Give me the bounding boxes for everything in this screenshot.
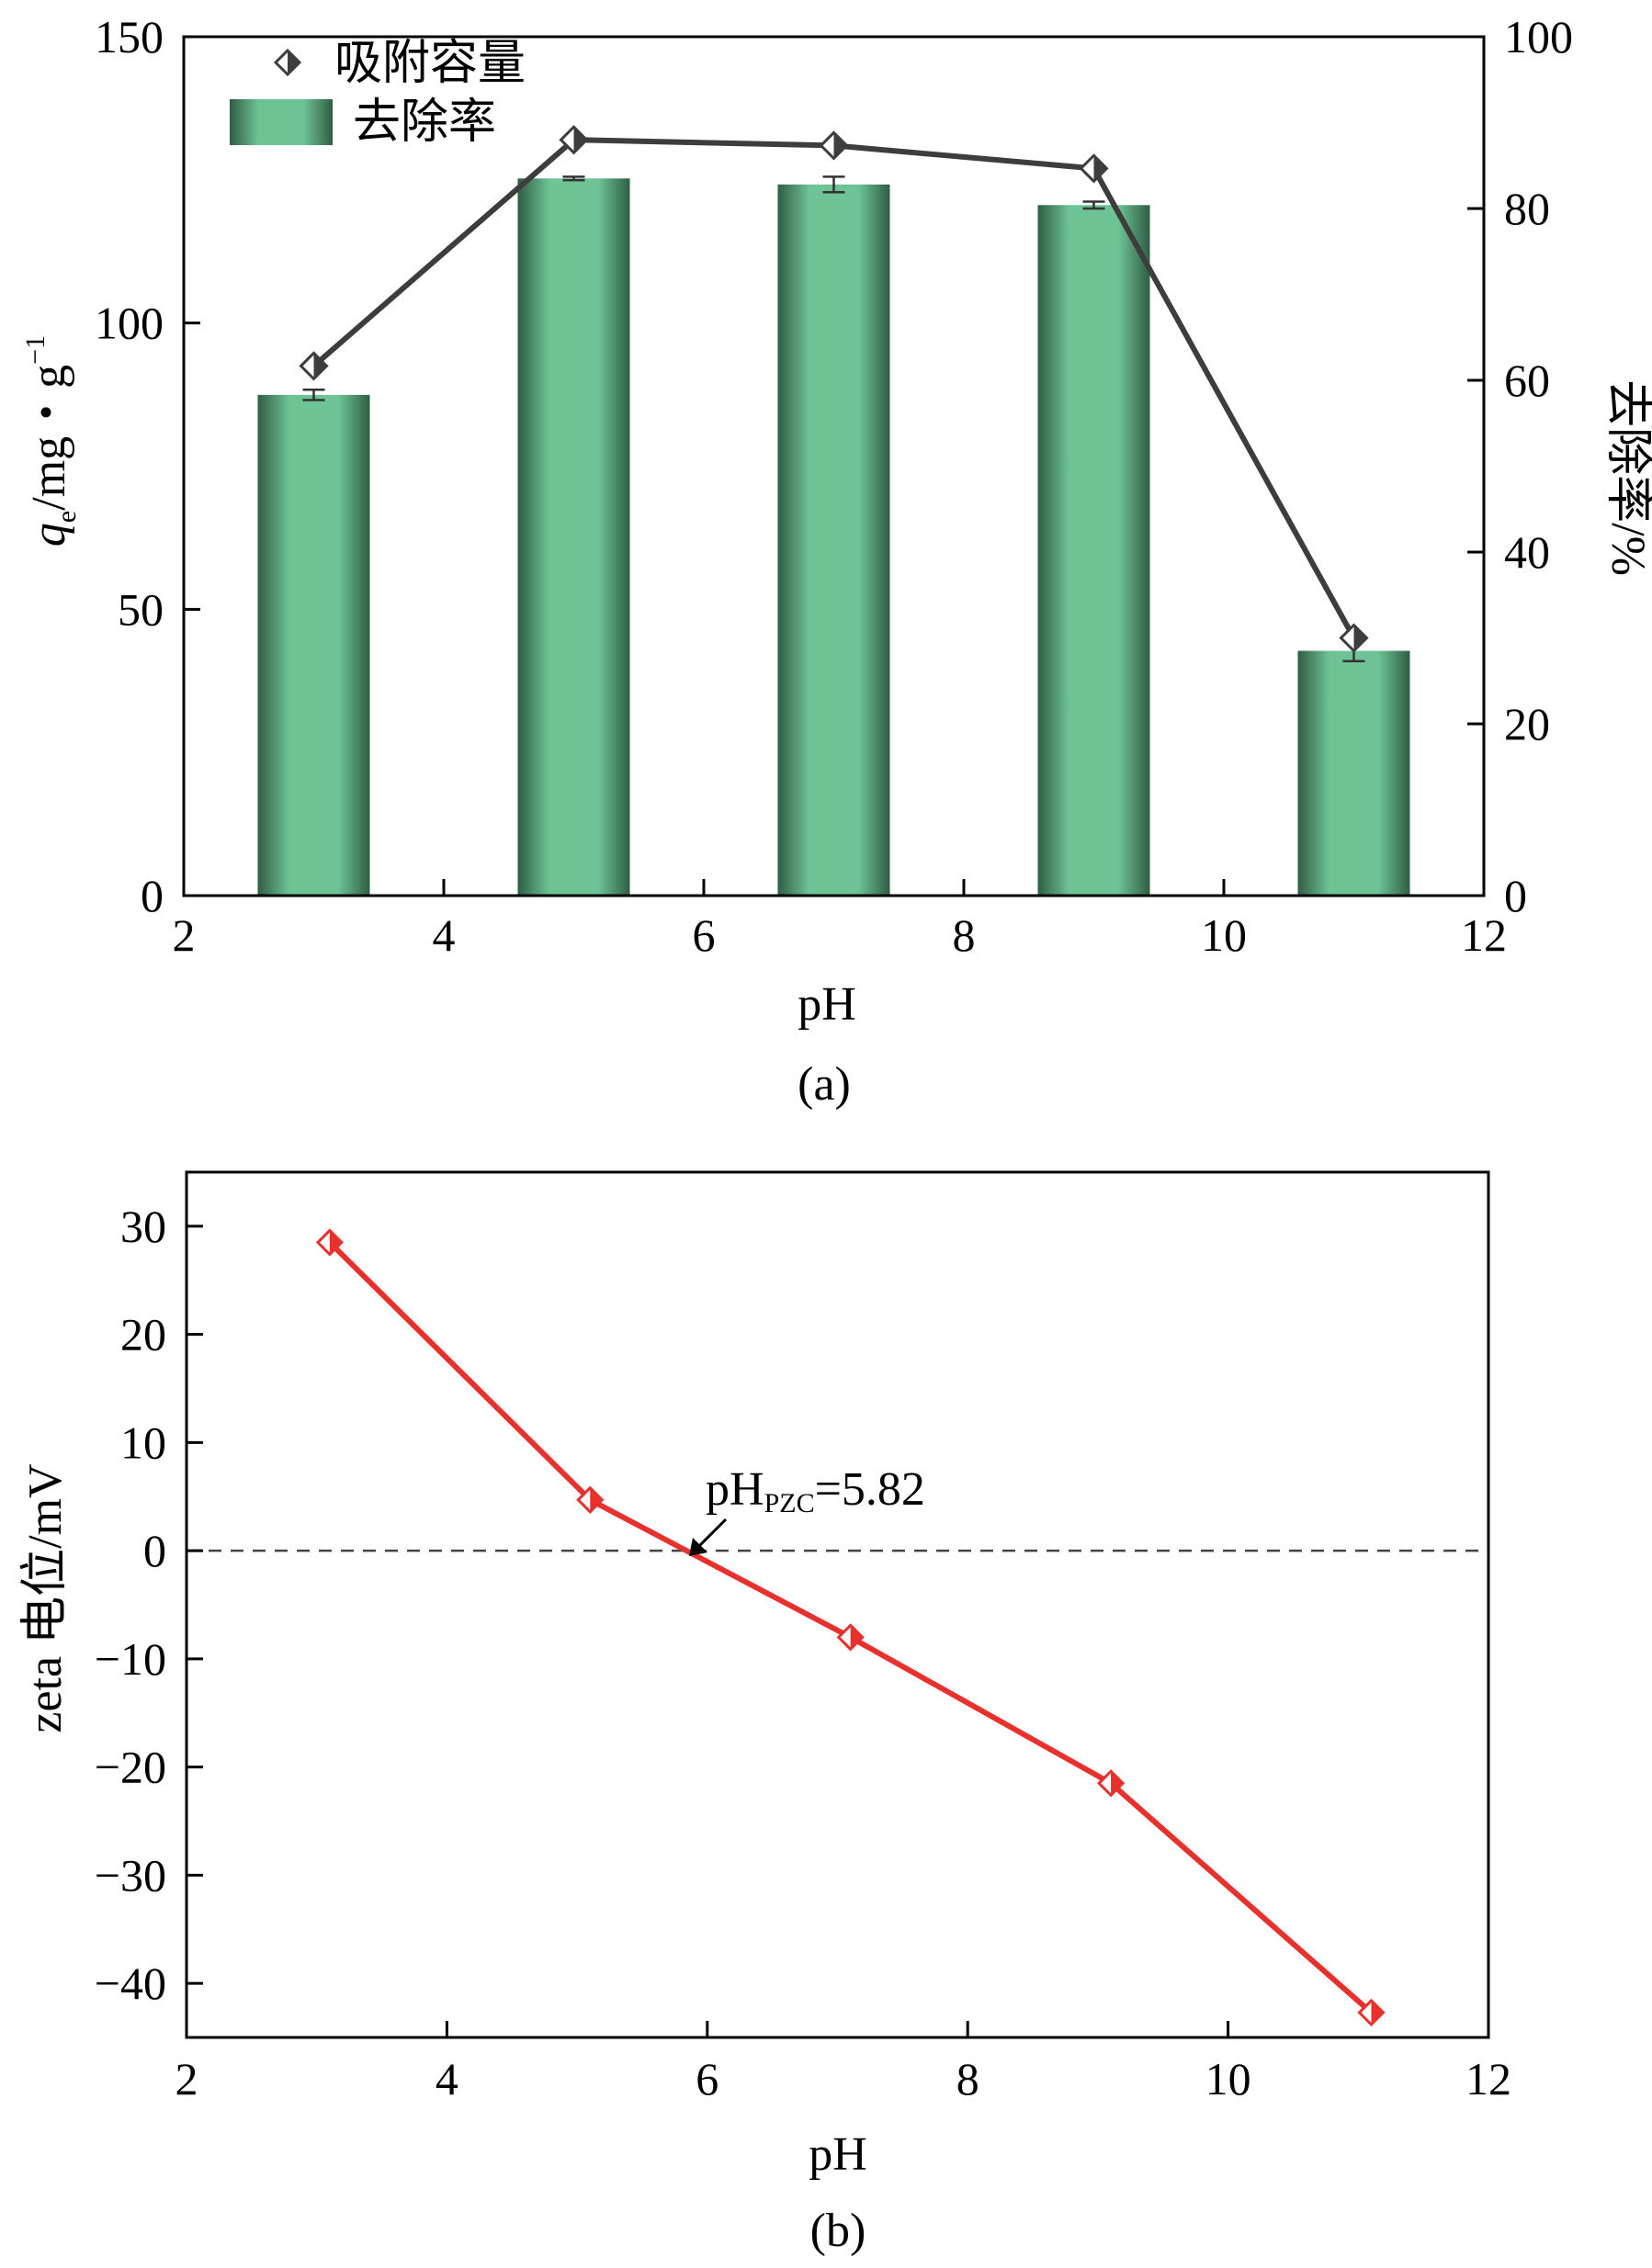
y-tick-label-b: −40 bbox=[95, 1958, 166, 2009]
x-tick-label: 2 bbox=[173, 909, 196, 961]
plot-frame-b bbox=[185, 1170, 1490, 2039]
y-axis-title-b: zeta 电位/mV bbox=[19, 1463, 72, 1732]
y-right-tick-label: 0 bbox=[1504, 870, 1527, 921]
y-right-tick-label: 80 bbox=[1504, 183, 1550, 234]
axis-ticks-b: 2 4 6 8 10 12 30 20 10 0 −10 −20 −30 −40 bbox=[95, 1201, 1511, 2104]
bar bbox=[257, 394, 370, 896]
zeta-point bbox=[1357, 1998, 1386, 2027]
y-left-tick-label: 0 bbox=[141, 870, 164, 921]
pzc-annotation: pHPZC=5.82 bbox=[689, 1463, 925, 1556]
y-tick-label-b: 0 bbox=[143, 1525, 166, 1576]
caption-a: (a) bbox=[798, 1058, 851, 1111]
y-left-tick-label: 150 bbox=[95, 11, 164, 62]
error-bar bbox=[302, 389, 325, 401]
x-axis-title-b: pH bbox=[809, 2128, 867, 2181]
legend-line-marker bbox=[273, 48, 302, 77]
error-bar bbox=[562, 175, 585, 182]
legend-bar-swatch bbox=[230, 99, 333, 145]
x-tick-label: 6 bbox=[693, 909, 716, 961]
zeta-line-series bbox=[315, 1228, 1386, 2027]
y-right-tick-label: 100 bbox=[1504, 11, 1573, 62]
y-right-tick-label: 20 bbox=[1504, 698, 1550, 750]
x-tick-label: 10 bbox=[1201, 909, 1247, 961]
error-bar bbox=[822, 175, 845, 194]
y-tick-label-b: −30 bbox=[95, 1849, 166, 1901]
x-tick-label-b: 4 bbox=[436, 2053, 458, 2104]
adsorption-point bbox=[299, 351, 329, 381]
plot-frame bbox=[182, 35, 1486, 897]
x-tick-label-b: 10 bbox=[1205, 2053, 1251, 2104]
chart-b: 2 4 6 8 10 12 30 20 10 0 −10 −20 −30 −40 pHPZC=5.82 p… bbox=[19, 1170, 1511, 2257]
pzc-label: pHPZC=5.82 bbox=[706, 1463, 925, 1518]
x-axis-title: pH bbox=[798, 978, 856, 1031]
caption-b: (b) bbox=[810, 2205, 866, 2257]
zeta-point bbox=[576, 1485, 605, 1514]
zeta-point bbox=[315, 1228, 344, 1257]
x-tick-label-b: 12 bbox=[1465, 2053, 1511, 2104]
y-left-tick-label: 50 bbox=[118, 583, 164, 635]
legend-line-label: 吸附容量 bbox=[334, 38, 526, 90]
bar bbox=[1297, 650, 1410, 896]
adsorption-line-series bbox=[299, 125, 1369, 653]
x-tick-label: 4 bbox=[433, 909, 456, 961]
bar-series bbox=[257, 178, 1410, 896]
adsorption-point bbox=[559, 125, 589, 155]
y-right-tick-label: 60 bbox=[1504, 355, 1550, 406]
y-tick-label-b: −20 bbox=[95, 1742, 166, 1793]
x-tick-label-b: 2 bbox=[175, 2053, 198, 2104]
y-tick-label-b: 30 bbox=[120, 1201, 166, 1252]
x-tick-label-b: 8 bbox=[956, 2053, 979, 2104]
zeta-point bbox=[1096, 1769, 1126, 1798]
adsorption-point bbox=[1339, 623, 1369, 653]
x-tick-label: 12 bbox=[1461, 909, 1507, 961]
x-tick-label: 8 bbox=[953, 909, 976, 961]
pzc-arrow-head bbox=[689, 1538, 707, 1556]
bar bbox=[1037, 205, 1150, 896]
zeta-point bbox=[836, 1623, 865, 1652]
y-tick-label-b: 20 bbox=[120, 1309, 166, 1360]
y-tick-label-b: 10 bbox=[120, 1416, 166, 1468]
bar bbox=[517, 178, 630, 896]
adsorption-point bbox=[1079, 153, 1109, 184]
adsorption-point bbox=[819, 130, 849, 161]
bar bbox=[777, 184, 890, 896]
error-bar bbox=[1082, 200, 1105, 210]
y-axis-title-right: 去除率/% bbox=[1601, 379, 1652, 576]
legend-bar-label: 去除率 bbox=[353, 96, 496, 149]
y-right-tick-label: 40 bbox=[1504, 526, 1550, 578]
x-tick-label-b: 6 bbox=[696, 2053, 719, 2104]
y-tick-label-b: −10 bbox=[95, 1633, 166, 1685]
legend: 吸附容量 去除率 bbox=[230, 38, 526, 149]
y-axis-title-left: qe/mg・g−1 bbox=[20, 335, 82, 547]
y-left-tick-label: 100 bbox=[95, 298, 164, 349]
